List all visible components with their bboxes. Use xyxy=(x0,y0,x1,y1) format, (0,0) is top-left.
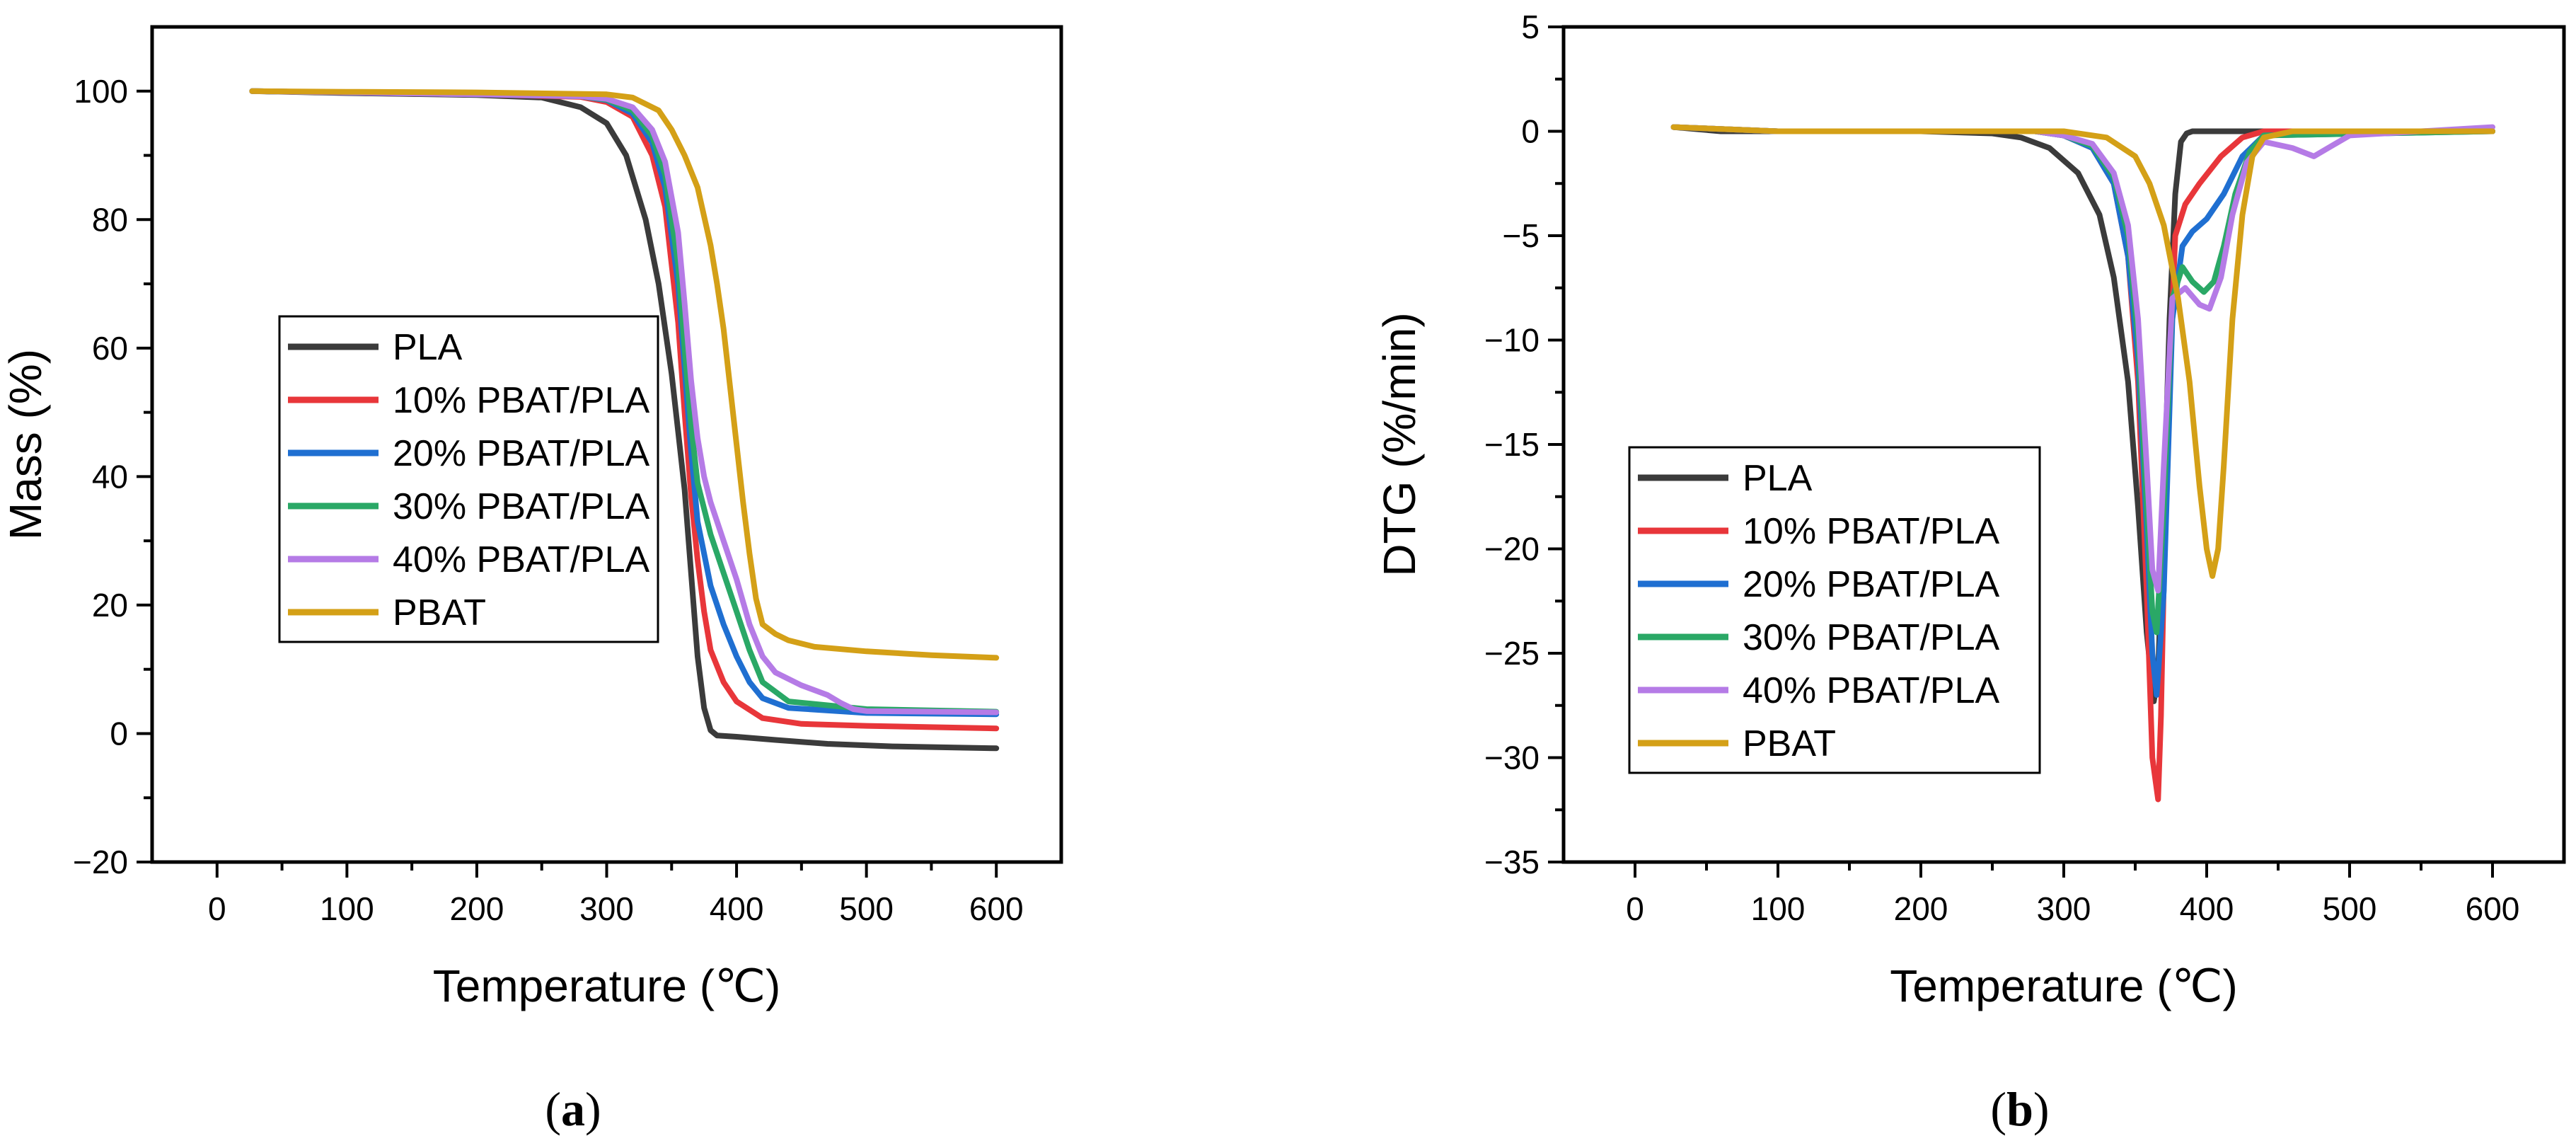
y-axis-title: DTG (%/min) xyxy=(1374,312,1425,576)
y-tick-label: 100 xyxy=(74,73,128,110)
chart-panel-a: 0 100 200 300 400 500 600 −20 0 20 40 60 80 100 PLA 10%… xyxy=(0,25,1063,1136)
legend-entry: 40% PBAT/PLA xyxy=(1743,670,2000,711)
x-tick-label: 400 xyxy=(2180,890,2234,927)
legend-entry: 30% PBAT/PLA xyxy=(1743,617,2000,658)
y-tick-label: 60 xyxy=(92,330,128,367)
series-line xyxy=(249,88,1000,716)
x-tick-label: 400 xyxy=(710,890,764,927)
series-line xyxy=(1670,124,2495,594)
x-tick-label: 500 xyxy=(839,890,894,927)
legend-entry: PLA xyxy=(1743,458,1813,499)
x-axis-title: Temperature (℃) xyxy=(1890,960,2238,1011)
y-tick-label: −5 xyxy=(1503,217,1540,254)
y-tick-label: 5 xyxy=(1521,8,1540,45)
x-axis-title: Temperature (℃) xyxy=(433,960,781,1011)
y-tick-label: −20 xyxy=(1484,531,1540,568)
chart-panel-b: 0 100 200 300 400 500 600 −35 −30 −25 −20 −15 −10 −5 0… xyxy=(1374,8,2566,1136)
y-tick-label: −35 xyxy=(1484,844,1540,880)
x-tick-label: 100 xyxy=(320,890,374,927)
panel-label: (a) xyxy=(545,1082,601,1136)
x-tick-label: 600 xyxy=(2466,890,2520,927)
legend-entry: PBAT xyxy=(1743,723,1836,764)
legend-entry: 20% PBAT/PLA xyxy=(393,433,650,474)
legend xyxy=(278,315,659,643)
y-tick-label: −20 xyxy=(73,844,128,880)
x-tick-label: 200 xyxy=(450,890,504,927)
legend-entry: 30% PBAT/PLA xyxy=(393,486,650,527)
y-axis-title: Mass (%) xyxy=(0,349,51,540)
y-tick-label: −30 xyxy=(1484,740,1540,776)
y-tick-label: 20 xyxy=(92,587,128,624)
legend-entry: PBAT xyxy=(393,592,486,633)
x-tick-label: 300 xyxy=(2037,890,2091,927)
legend-entry: 40% PBAT/PLA xyxy=(393,539,650,580)
y-tick-label: 40 xyxy=(92,458,128,495)
series-line xyxy=(249,88,1000,661)
y-tick-label: −10 xyxy=(1484,322,1540,359)
y-tick-label: 80 xyxy=(92,201,128,238)
x-tick-label: 100 xyxy=(1751,890,1806,927)
legend-entry: 10% PBAT/PLA xyxy=(1743,511,2000,552)
x-tick-label: 300 xyxy=(579,890,634,927)
y-tick-label: 0 xyxy=(110,715,128,752)
legend-entry: 20% PBAT/PLA xyxy=(1743,564,2000,605)
x-tick-label: 600 xyxy=(969,890,1024,927)
x-tick-label: 0 xyxy=(208,890,226,927)
series-line xyxy=(249,88,1000,752)
y-tick-label: −15 xyxy=(1484,426,1540,463)
legend xyxy=(1628,446,2041,774)
x-tick-label: 200 xyxy=(1894,890,1948,927)
legend-entry: 10% PBAT/PLA xyxy=(393,380,650,421)
panel-label: (b) xyxy=(1990,1082,2049,1136)
series-line xyxy=(1670,124,2495,579)
y-tick-label: 0 xyxy=(1521,113,1540,150)
y-tick-label: −25 xyxy=(1484,635,1540,672)
legend-entry: PLA xyxy=(393,327,463,368)
x-tick-label: 0 xyxy=(1626,890,1644,927)
x-tick-label: 500 xyxy=(2323,890,2377,927)
